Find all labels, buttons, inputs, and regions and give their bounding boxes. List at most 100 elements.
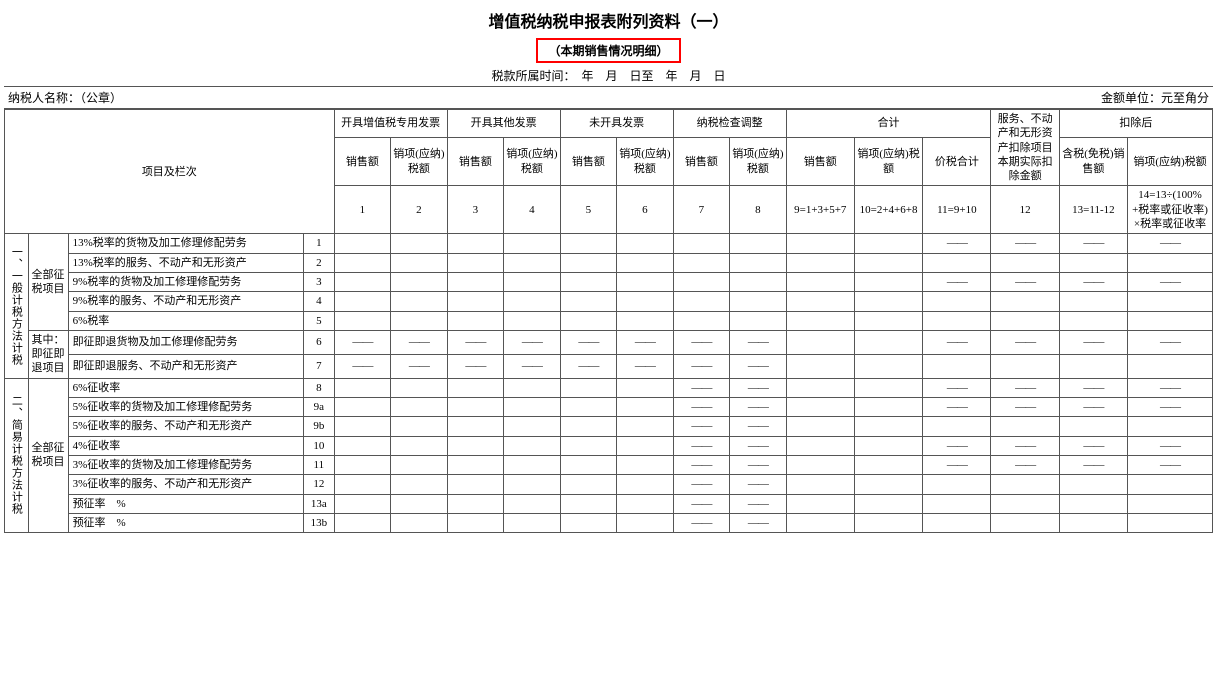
cell-dash: ——: [447, 330, 504, 354]
row-num: 3: [304, 272, 335, 291]
cell-dash: ——: [1059, 272, 1127, 291]
cell-dash: ——: [560, 354, 617, 378]
hdr-n5: 5: [560, 186, 617, 234]
cell-dash: ——: [991, 378, 1059, 397]
cell-dash: ——: [923, 436, 991, 455]
hdr-g3: 未开具发票: [560, 110, 673, 138]
hdr-n14: 14=13÷(100%+税率或征收率)×税率或征收率: [1128, 186, 1213, 234]
cell-dash: ——: [1059, 398, 1127, 417]
cell-dash: ——: [1059, 455, 1127, 474]
table-row: 即征即退服务、不动产和无形资产 7 —— —— —— —— —— —— —— —…: [5, 354, 1213, 378]
meta-row: 纳税人名称：（公章） 金额单位：元至角分: [4, 86, 1213, 109]
cell-dash: ——: [730, 378, 787, 397]
row-num: 8: [304, 378, 335, 397]
section-2-label: 二、简易计税方法计税: [5, 378, 29, 532]
row-label: 5%征收率的服务、不动产和无形资产: [68, 417, 303, 436]
hdr-n8: 8: [730, 186, 787, 234]
hdr-n9: 9=1+3+5+7: [786, 186, 854, 234]
row-num: 7: [304, 354, 335, 378]
cell-dash: ——: [334, 354, 391, 378]
cell-dash: ——: [730, 475, 787, 494]
hdr-c1: 销售额: [334, 137, 391, 186]
hdr-n3: 3: [447, 186, 504, 234]
hdr-n4: 4: [504, 186, 561, 234]
table-row: 其中：即征即退项目 即征即退货物及加工修理修配劳务 6 —— —— —— —— …: [5, 330, 1213, 354]
cell-dash: ——: [673, 398, 730, 417]
subtitle-highlight: （本期销售情况明细）: [536, 38, 680, 63]
table-row: 9%税率的货物及加工修理修配劳务 3 —— —— —— ——: [5, 272, 1213, 291]
cell-dash: ——: [617, 354, 674, 378]
row-label: 3%征收率的服务、不动产和无形资产: [68, 475, 303, 494]
row-label: 即征即退货物及加工修理修配劳务: [68, 330, 303, 354]
taxpayer-label: 纳税人名称：（公章）: [8, 89, 122, 106]
cell-dash: ——: [730, 513, 787, 532]
row-label: 即征即退服务、不动产和无形资产: [68, 354, 303, 378]
table-row: 5%征收率的货物及加工修理修配劳务 9a —— —— —— —— —— ——: [5, 398, 1213, 417]
cell-dash: ——: [334, 330, 391, 354]
row-num: 2: [304, 253, 335, 272]
cell-dash: ——: [730, 455, 787, 474]
cell-dash: ——: [730, 436, 787, 455]
cell-dash: ——: [923, 398, 991, 417]
table-row: 预征率 % 13a —— ——: [5, 494, 1213, 513]
cell-dash: ——: [504, 330, 561, 354]
row-num: 9a: [304, 398, 335, 417]
cell-dash: ——: [504, 354, 561, 378]
table-row: 二、简易计税方法计税 全部征税项目 6%征收率 8 —— —— —— —— ——…: [5, 378, 1213, 397]
hdr-n13: 13=11-12: [1059, 186, 1127, 234]
row-num: 10: [304, 436, 335, 455]
hdr-g5: 合计: [786, 110, 991, 138]
hdr-g2: 开具其他发票: [447, 110, 560, 138]
row-num: 6: [304, 330, 335, 354]
cell-dash: ——: [923, 455, 991, 474]
cell-dash: ——: [447, 354, 504, 378]
hdr-c8: 销项(应纳)税额: [730, 137, 787, 186]
row-label: 13%税率的服务、不动产和无形资产: [68, 253, 303, 272]
section-1-label: 一、一般计税方法计税: [5, 234, 29, 378]
row-label: 预征率 %: [68, 513, 303, 532]
hdr-c14: 销项(应纳)税额: [1128, 137, 1213, 186]
cell-dash: ——: [1128, 272, 1213, 291]
hdr-c7: 销售额: [673, 137, 730, 186]
cell-dash: ——: [673, 330, 730, 354]
hdr-c2: 销项(应纳)税额: [391, 137, 448, 186]
subtitle-row: （本期销售情况明细）: [4, 36, 1213, 65]
vat-attachment-table: 项目及栏次 开具增值税专用发票 开具其他发票 未开具发票 纳税检查调整 合计 服…: [4, 109, 1213, 533]
row-label: 6%税率: [68, 311, 303, 330]
row-num: 11: [304, 455, 335, 474]
cell-dash: ——: [923, 378, 991, 397]
cell-dash: ——: [391, 330, 448, 354]
row-num: 4: [304, 292, 335, 311]
table-row: 3%征收率的服务、不动产和无形资产 12 —— ——: [5, 475, 1213, 494]
cell-dash: ——: [1128, 330, 1213, 354]
row-num: 1: [304, 234, 335, 253]
hdr-n1: 1: [334, 186, 391, 234]
cell-dash: ——: [1059, 330, 1127, 354]
page-title: 增值税纳税申报表附列资料（一）: [4, 4, 1213, 36]
hdr-n10: 10=2+4+6+8: [854, 186, 922, 234]
hdr-c6: 销项(应纳)税额: [617, 137, 674, 186]
period-row: 税款所属时间： 年 月 日至 年 月 日: [4, 65, 1213, 86]
cell-dash: ——: [1128, 398, 1213, 417]
row-label: 4%征收率: [68, 436, 303, 455]
table-row: 预征率 % 13b —— ——: [5, 513, 1213, 532]
cell-dash: ——: [1128, 378, 1213, 397]
table-row: 6%税率 5: [5, 311, 1213, 330]
hdr-c11: 价税合计: [923, 137, 991, 186]
cell-dash: ——: [730, 417, 787, 436]
hdr-c10: 销项(应纳)税额: [854, 137, 922, 186]
cell-dash: ——: [673, 494, 730, 513]
table-row: 3%征收率的货物及加工修理修配劳务 11 —— —— —— —— —— ——: [5, 455, 1213, 474]
cell-dash: ——: [673, 455, 730, 474]
cell-dash: ——: [673, 513, 730, 532]
row-label: 13%税率的货物及加工修理修配劳务: [68, 234, 303, 253]
hdr-c3: 销售额: [447, 137, 504, 186]
row-num: 5: [304, 311, 335, 330]
row-num: 13a: [304, 494, 335, 513]
cell-dash: ——: [673, 417, 730, 436]
hdr-g4: 纳税检查调整: [673, 110, 786, 138]
cell-dash: ——: [1128, 436, 1213, 455]
hdr-g7: 扣除后: [1059, 110, 1212, 138]
row-label: 预征率 %: [68, 494, 303, 513]
row-num: 13b: [304, 513, 335, 532]
